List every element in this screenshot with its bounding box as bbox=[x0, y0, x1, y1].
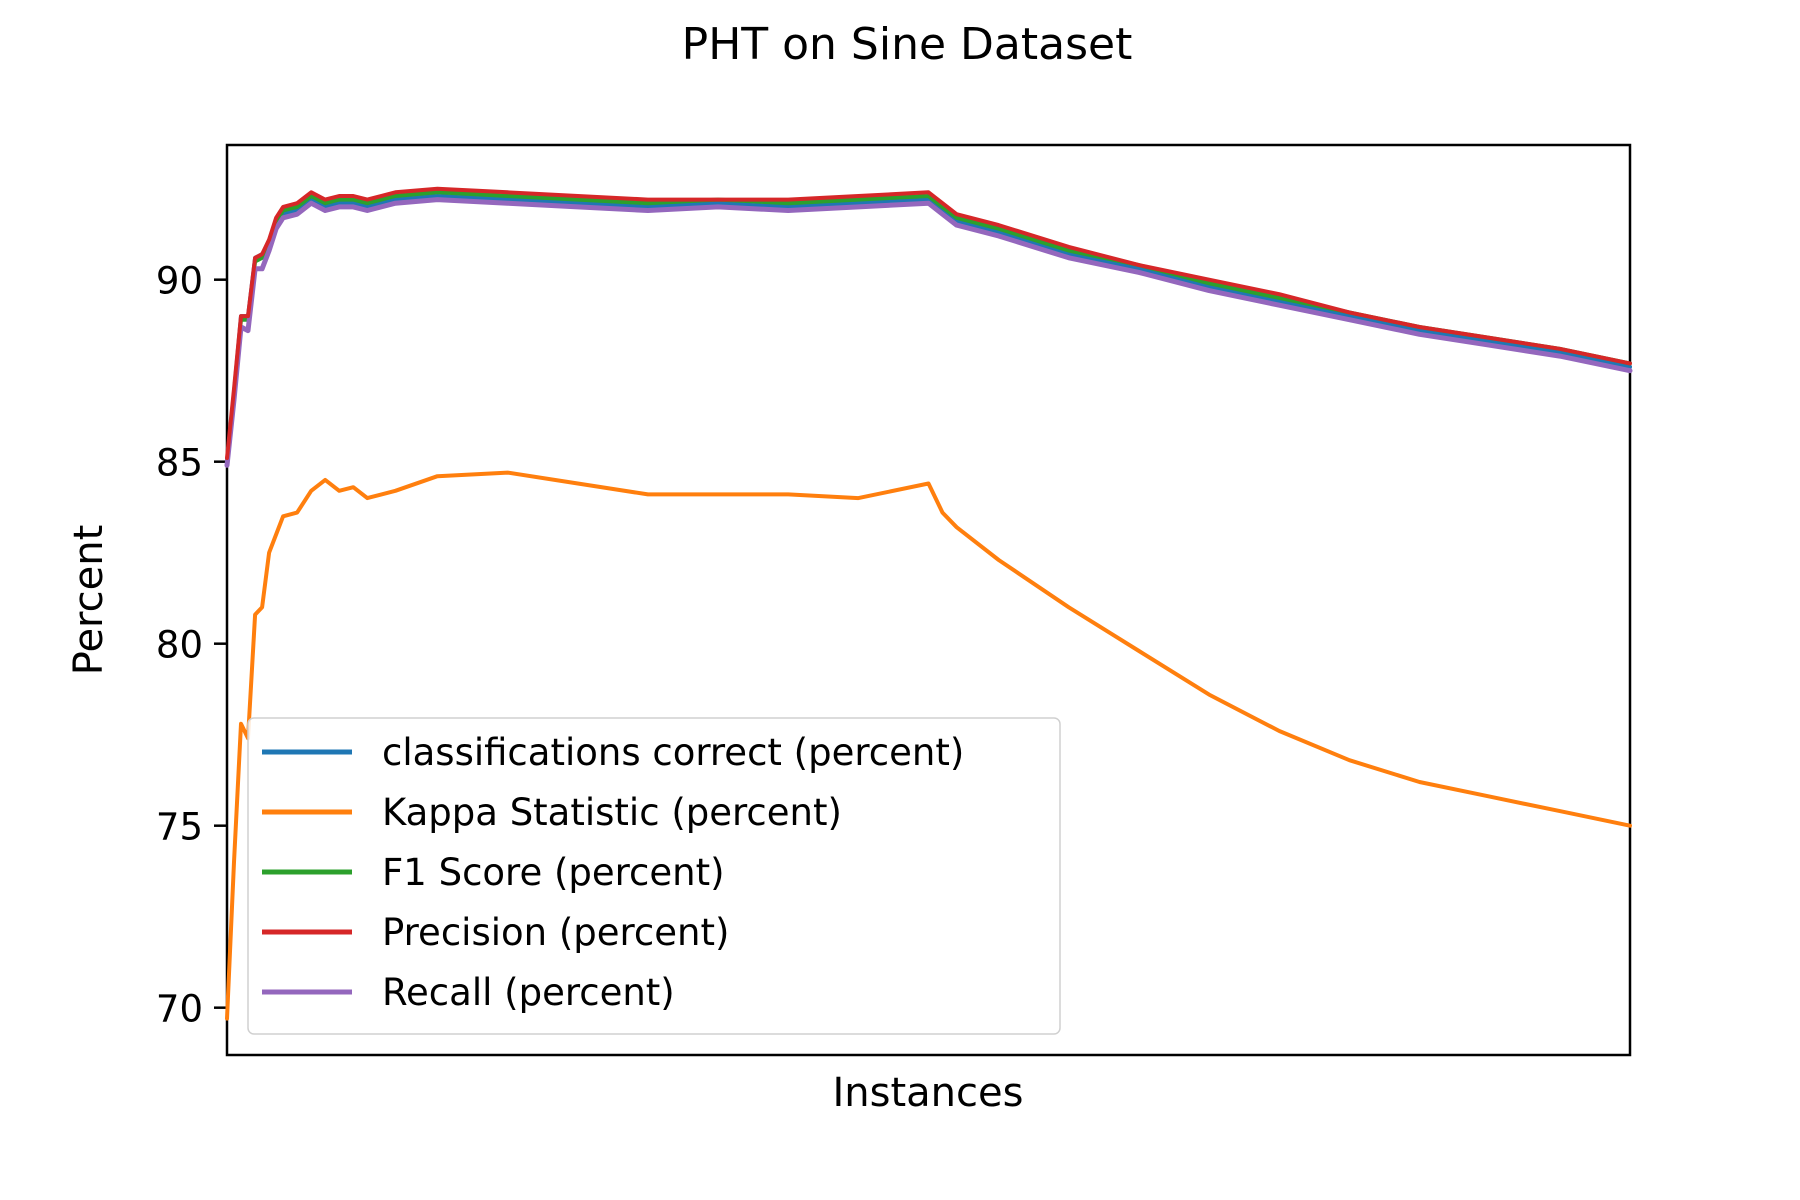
y-axis: 70 75 80 85 90 bbox=[156, 260, 227, 1031]
y-axis-label: Percent bbox=[66, 525, 112, 676]
legend-label: Recall (percent) bbox=[382, 971, 675, 1014]
legend-label: Kappa Statistic (percent) bbox=[382, 791, 842, 834]
chart-title: PHT on Sine Dataset bbox=[682, 19, 1133, 70]
y-tick-label: 80 bbox=[156, 624, 203, 667]
legend-label: Precision (percent) bbox=[382, 911, 729, 954]
legend: classifications correct (percent) Kappa S… bbox=[247, 717, 1061, 1035]
legend-label: classifications correct (percent) bbox=[382, 731, 964, 774]
plot-frame bbox=[225, 143, 1632, 1057]
series-line-2 bbox=[225, 470, 1632, 1021]
y-tick-label: 75 bbox=[156, 806, 203, 849]
x-axis-label: Instances bbox=[833, 1070, 1024, 1116]
plot-lines bbox=[224, 186, 1633, 1021]
y-tick-label: 90 bbox=[156, 260, 203, 303]
series-line-5 bbox=[224, 197, 1633, 468]
legend-label: F1 Score (percent) bbox=[382, 851, 725, 894]
legend-box bbox=[247, 717, 1061, 1035]
y-tick-label: 70 bbox=[156, 988, 203, 1031]
series-line-4 bbox=[225, 186, 1632, 460]
y-tick-label: 85 bbox=[156, 442, 203, 485]
